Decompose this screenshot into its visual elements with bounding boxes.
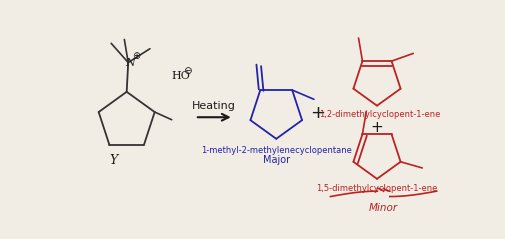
Text: ⊕: ⊕ [132,51,140,61]
Text: HO: HO [172,71,190,81]
Text: N: N [125,58,135,68]
Text: 1,5-dimethylcyclopent-1-ene: 1,5-dimethylcyclopent-1-ene [316,184,438,193]
Text: Minor: Minor [369,203,398,213]
Text: 1,2-dimethylcyclopent-1-ene: 1,2-dimethylcyclopent-1-ene [319,110,440,120]
Text: +: + [310,104,325,122]
Text: +: + [371,120,383,135]
Text: Heating: Heating [192,101,236,111]
Text: ⊖: ⊖ [183,66,191,76]
Text: Y: Y [109,154,117,167]
Text: 1-methyl-2-methylenecyclopentane: 1-methyl-2-methylenecyclopentane [201,146,351,155]
Text: Major: Major [263,155,290,165]
